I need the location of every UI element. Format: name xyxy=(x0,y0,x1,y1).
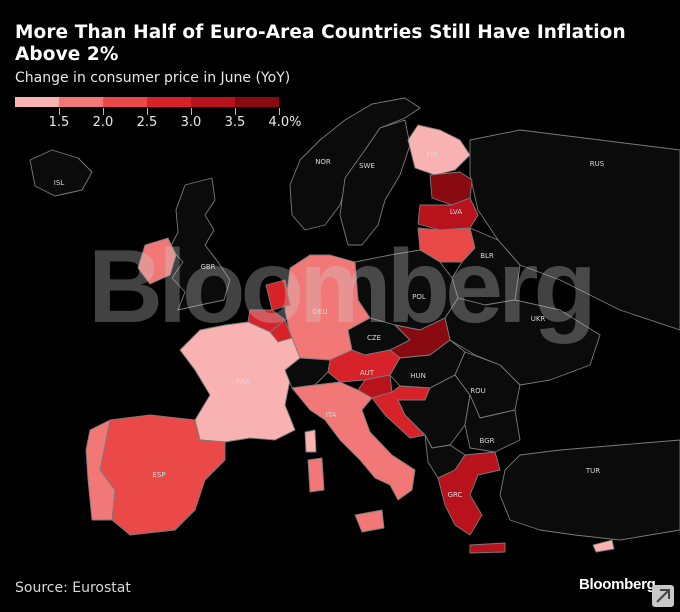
finland-shape xyxy=(407,124,471,176)
label-swe: SWE xyxy=(359,162,375,170)
latvia-shape xyxy=(417,197,479,231)
label-isl: ISL xyxy=(54,179,65,187)
label-rou: ROU xyxy=(470,387,486,395)
legend-tick xyxy=(191,108,192,115)
legend-label: 2.5 xyxy=(136,115,158,130)
legend-tick xyxy=(279,108,280,115)
legend-label: 3.0 xyxy=(180,115,202,130)
source-note: Source: Eurostat xyxy=(15,580,131,596)
sicily-shape xyxy=(354,509,385,533)
legend-tick xyxy=(59,108,60,115)
label-bgr: BGR xyxy=(480,437,495,445)
label-lva: LVA xyxy=(450,208,462,216)
label-fra: FRA xyxy=(236,378,250,386)
label-blr: BLR xyxy=(480,252,494,260)
legend-labels: 1.5 2.0 2.5 3.0 3.5 4.0% xyxy=(15,115,335,133)
turkey-shape xyxy=(499,439,680,541)
label-tur: TUR xyxy=(585,467,600,475)
legend-tick xyxy=(147,108,148,115)
legend-swatch xyxy=(59,97,103,107)
corsica-shape xyxy=(304,429,317,453)
legend-swatch xyxy=(15,97,59,107)
legend-swatch xyxy=(147,97,191,107)
netherlands-shape xyxy=(265,279,291,311)
label-ita: ITA xyxy=(326,411,337,419)
legend-label: 4.0% xyxy=(268,115,302,130)
crete-shape xyxy=(469,542,506,554)
legend-swatch xyxy=(103,97,147,107)
legend-swatch xyxy=(191,97,235,107)
label-pol: POL xyxy=(412,293,426,301)
greece-shape xyxy=(437,451,501,536)
cyprus-shape xyxy=(592,539,615,553)
label-hun: HUN xyxy=(410,372,426,380)
label-deu: DEU xyxy=(313,308,328,316)
legend-swatch xyxy=(235,97,279,107)
label-gbr: GBR xyxy=(200,263,215,271)
ireland-shape xyxy=(137,237,177,285)
bloomberg-logo: Bloomberg xyxy=(579,576,656,593)
sweden-shape xyxy=(339,119,411,246)
label-aut: AUT xyxy=(360,369,375,377)
sardinia-shape xyxy=(307,457,325,493)
legend-tick xyxy=(103,108,104,115)
legend-color-scale xyxy=(15,97,279,107)
legend-label: 1.5 xyxy=(48,115,70,130)
bloomberg-watermark: Bloomberg xyxy=(88,229,592,345)
label-nor: NOR xyxy=(315,158,331,166)
label-esp: ESP xyxy=(152,471,165,479)
france-shape xyxy=(179,321,301,443)
iceland-shape xyxy=(29,149,93,197)
expand-icon[interactable] xyxy=(652,585,674,607)
label-ukr: UKR xyxy=(531,315,546,323)
bulgaria-shape xyxy=(464,394,521,453)
portugal-shape xyxy=(85,419,116,521)
label-rus: RUS xyxy=(590,160,605,168)
legend-label: 3.5 xyxy=(224,115,246,130)
label-grc: GRC xyxy=(448,491,463,499)
legend-label: 2.0 xyxy=(92,115,114,130)
russia-shape xyxy=(469,129,680,331)
chart-subtitle: Change in consumer price in June (YoY) xyxy=(15,70,291,86)
legend-tick xyxy=(235,108,236,115)
legend-ticks xyxy=(15,108,325,118)
chart-title: More Than Half of Euro-Area Countries St… xyxy=(15,22,626,65)
label-cze: CZE xyxy=(367,334,381,342)
italy-shape xyxy=(291,381,416,501)
label-fin: FIN xyxy=(426,151,437,159)
